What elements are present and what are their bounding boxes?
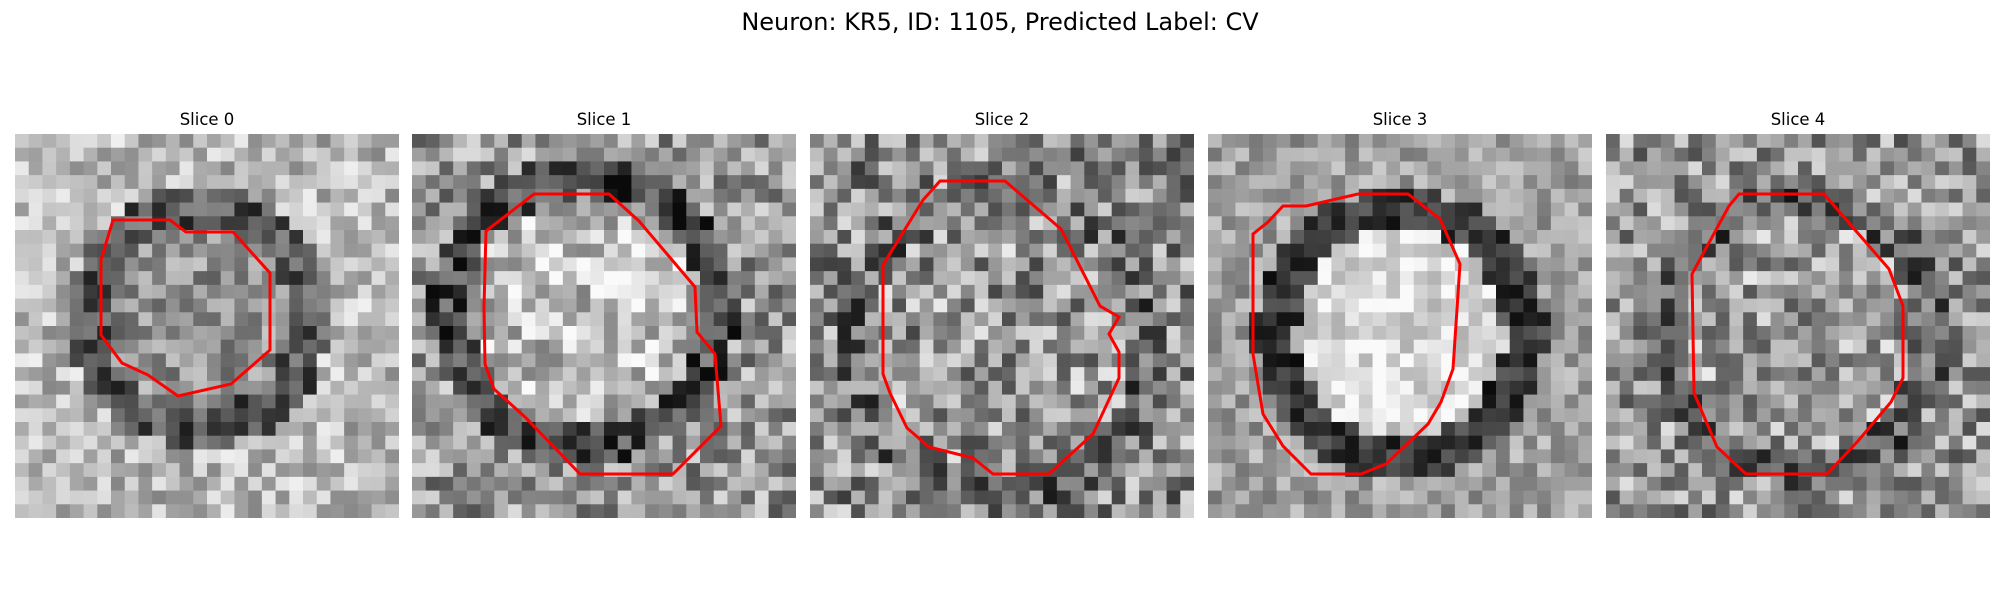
slice-panel-0: Slice 0 xyxy=(15,108,399,518)
roi-contour xyxy=(1251,192,1462,476)
roi-contour xyxy=(881,179,1122,476)
slice-image xyxy=(412,134,796,518)
slice-image xyxy=(810,134,1194,518)
slice-title: Slice 4 xyxy=(1770,110,1826,129)
slice-image xyxy=(1606,134,1990,518)
figure-title: Neuron: KR5, ID: 1105, Predicted Label: … xyxy=(741,8,1259,36)
slice-title: Slice 3 xyxy=(1372,110,1428,129)
slice-panel-4: Slice 4 xyxy=(1606,108,1990,518)
slice-1-canvas xyxy=(412,134,796,518)
slice-title: Slice 1 xyxy=(576,110,632,129)
slice-3-canvas xyxy=(1208,134,1592,518)
pixel-grid xyxy=(15,134,399,518)
slice-2-canvas xyxy=(810,134,1194,518)
slice-image xyxy=(15,134,399,518)
pixel-grid xyxy=(1208,134,1592,518)
slice-4-canvas xyxy=(1606,134,1990,518)
slice-0-canvas xyxy=(15,134,399,518)
pixel-grid xyxy=(810,134,1194,518)
roi-contour xyxy=(99,218,272,398)
slice-panel-1: Slice 1 xyxy=(412,108,796,518)
roi-contour xyxy=(1690,192,1905,476)
pixel-grid xyxy=(412,134,796,518)
slice-title: Slice 0 xyxy=(179,110,235,129)
roi-contour xyxy=(482,192,723,476)
slice-title: Slice 2 xyxy=(974,110,1030,129)
pixel-grid xyxy=(1606,134,1990,518)
slice-panel-2: Slice 2 xyxy=(810,108,1194,518)
slice-panel-3: Slice 3 xyxy=(1208,108,1592,518)
slice-image xyxy=(1208,134,1592,518)
